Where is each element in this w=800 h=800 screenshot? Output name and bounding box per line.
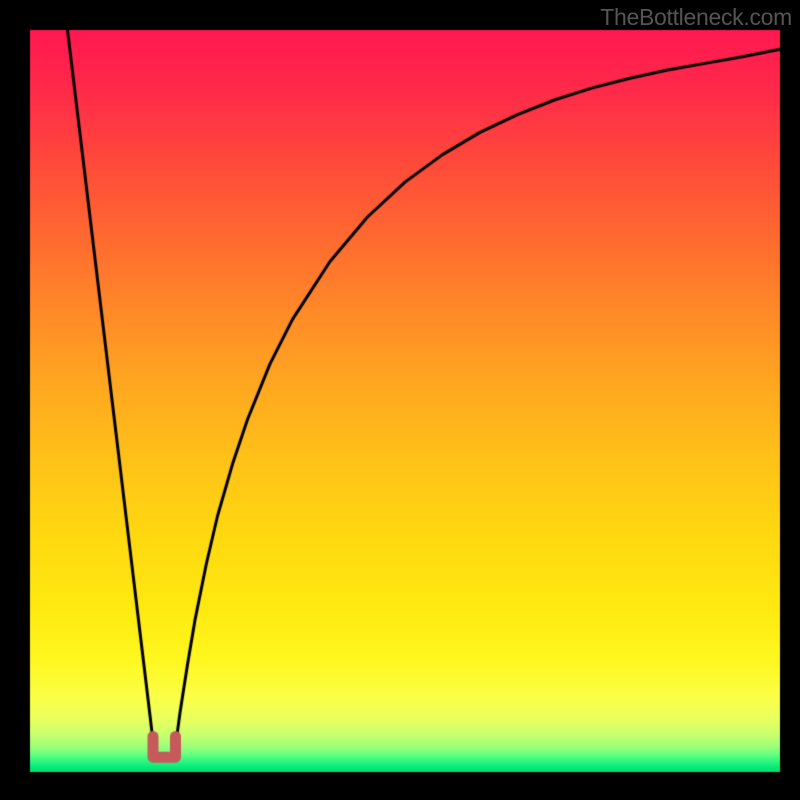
chart-container: TheBottleneck.com — [0, 0, 800, 800]
bottleneck-curve-chart — [0, 0, 800, 800]
watermark-text: TheBottleneck.com — [600, 4, 792, 31]
